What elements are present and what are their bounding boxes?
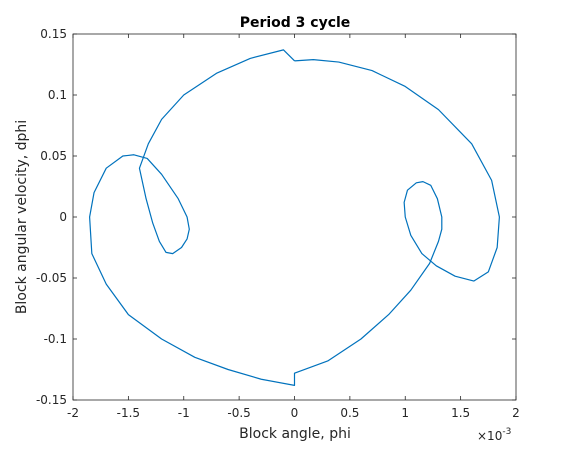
x-tick-label: -1 — [178, 406, 190, 420]
y-tick-label: 0.05 — [40, 149, 67, 163]
axes-layer: -2 -1.5 -1 -0.5 0 0.5 1 1.5 2 -0.15 -0.1 -0.05 0 0.05… — [36, 27, 520, 420]
y-tick-label: 0.15 — [40, 27, 67, 41]
plot-area — [73, 34, 516, 400]
x-tick-label: 0 — [291, 406, 299, 420]
series-line-1 — [89, 49, 500, 386]
y-tick-label: -0.1 — [44, 332, 67, 346]
data-layer — [89, 49, 500, 386]
x-tick-label: -0.5 — [227, 406, 250, 420]
x-tick-label: 1.5 — [451, 406, 470, 420]
y-axis-label: Block angular velocity, dphi — [14, 120, 30, 314]
x-tick-label: -2 — [67, 406, 79, 420]
y-tick-label: -0.15 — [36, 393, 67, 407]
plot-background — [73, 34, 516, 400]
x-tick-label: 0.5 — [340, 406, 359, 420]
y-tick-label: -0.05 — [36, 271, 67, 285]
x-tick-label: 1 — [401, 406, 409, 420]
chart-title: Period 3 cycle — [240, 15, 351, 31]
x-axis-multiplier: ×10-3 — [477, 427, 511, 443]
y-tick-label: 0 — [59, 210, 67, 224]
y-tick-label: 0.1 — [48, 88, 67, 102]
x-axis-label: Block angle, phi — [239, 426, 351, 442]
x-tick-label: 2 — [512, 406, 520, 420]
x-tick-label: -1.5 — [117, 406, 140, 420]
